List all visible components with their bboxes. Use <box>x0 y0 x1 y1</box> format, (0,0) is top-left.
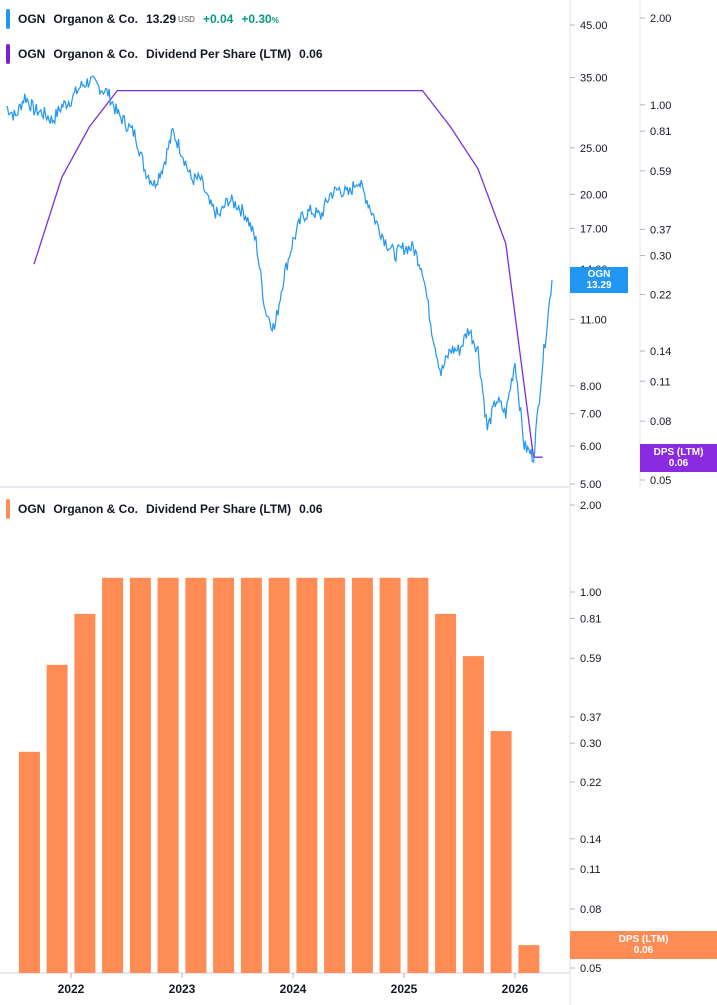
dps-bar <box>462 656 484 973</box>
dps-bar <box>490 731 512 973</box>
dps-tick-label: 0.37 <box>650 224 671 236</box>
price-tick-label: 8.00 <box>580 381 601 393</box>
price-tick-label: 11.00 <box>580 314 607 326</box>
dps-bar-swatch <box>6 499 10 519</box>
legend-ticker: OGN <box>18 47 46 61</box>
dps-bar <box>129 577 151 973</box>
legend-metric: Dividend Per Share (LTM) <box>146 502 292 516</box>
price-legend[interactable]: OGN Organon & Co. 13.29 USD +0.04 +0.30% <box>6 6 293 32</box>
dps-bar <box>240 577 262 973</box>
bar-axis-tick-label: 2.00 <box>580 500 601 512</box>
dps-tick-label: 0.05 <box>650 475 671 487</box>
dps-tick-label: 1.00 <box>650 100 671 112</box>
price-tick-label: 7.00 <box>580 409 601 421</box>
price-tick-label: 17.00 <box>580 223 608 235</box>
price-tick-label: 25.00 <box>580 143 608 155</box>
legend-company-name: Organon & Co. <box>53 12 139 26</box>
price-tick-label: 35.00 <box>580 72 608 84</box>
legend-change: +0.04 <box>202 12 234 26</box>
dps-tick-label: 0.59 <box>650 166 671 178</box>
dps-line <box>33 89 543 458</box>
dps-bar <box>351 577 373 973</box>
bar-axis-tick-label: 1.00 <box>580 587 601 599</box>
dps-bar <box>296 577 318 973</box>
price-line <box>6 75 553 464</box>
dps-tick-label: 0.08 <box>650 416 671 428</box>
dps-last-value-tag-top: DPS (LTM) 0.06 <box>640 444 717 472</box>
bar-axis-tick-label: 0.81 <box>580 613 601 625</box>
time-tick-label: 2025 <box>391 982 418 996</box>
bar-axis-tick-label: 0.08 <box>580 904 601 916</box>
bar-axis-tick-label: 0.14 <box>580 834 601 846</box>
time-tick-label: 2023 <box>169 982 196 996</box>
dps-tick-label: 2.00 <box>650 13 671 25</box>
dps-bar <box>74 613 96 973</box>
bar-axis-tick-label: 0.59 <box>580 653 601 665</box>
dps-legend-top[interactable]: OGN Organon & Co. Dividend Per Share (LT… <box>6 41 337 67</box>
dps-bar <box>18 751 40 973</box>
time-tick-label: 2024 <box>280 982 307 996</box>
dps-bar <box>157 577 179 973</box>
dps-bar <box>324 577 346 973</box>
dps-bar <box>213 577 235 973</box>
bar-axis-tick-label: 0.37 <box>580 712 601 724</box>
dps-bar <box>268 577 290 973</box>
dps-tick-label: 0.11 <box>650 376 671 388</box>
legend-company-name: Organon & Co. <box>53 502 139 516</box>
legend-metric: Dividend Per Share (LTM) <box>146 47 292 61</box>
time-tick-label: 2026 <box>502 982 529 996</box>
bar-axis-tick-label: 0.30 <box>580 738 601 750</box>
dps-bar <box>185 577 207 973</box>
bar-axis-tick-label: 0.11 <box>580 864 601 876</box>
dps-bar <box>518 945 540 973</box>
price-last-value-tag: OGN 13.29 <box>570 267 628 293</box>
dps-legend-bottom[interactable]: OGN Organon & Co. Dividend Per Share (LT… <box>6 496 337 522</box>
dps-last-value-tag-bottom: DPS (LTM) 0.06 <box>570 931 717 959</box>
dps-bar <box>435 613 457 973</box>
legend-price: 13.29 <box>146 12 177 26</box>
dps-bar <box>379 577 401 973</box>
legend-ticker: OGN <box>18 12 46 26</box>
time-tick-label: 2022 <box>58 982 85 996</box>
legend-change-pct: +0.30% <box>241 12 279 26</box>
price-tick-label: 45.00 <box>580 20 608 32</box>
dps-tick-label: 0.81 <box>650 126 671 138</box>
price-tick-label: 20.00 <box>580 189 608 201</box>
legend-currency: USD <box>178 14 195 24</box>
dps-bar <box>407 577 429 973</box>
dps-bar <box>46 664 68 973</box>
price-series-swatch <box>6 9 10 29</box>
dps-series-swatch <box>6 44 10 64</box>
legend-company-name: Organon & Co. <box>53 47 139 61</box>
dps-tick-label: 0.14 <box>650 346 671 358</box>
dps-bar <box>102 577 124 973</box>
price-tick-label: 6.00 <box>580 441 601 453</box>
bar-axis-tick-label: 0.05 <box>580 963 601 975</box>
bar-axis-tick-label: 0.22 <box>580 777 601 789</box>
price-tick-label: 5.00 <box>580 479 601 491</box>
dps-tick-label: 0.30 <box>650 251 671 263</box>
legend-value: 0.06 <box>299 502 323 516</box>
dps-tick-label: 0.22 <box>650 289 671 301</box>
legend-ticker: OGN <box>18 502 46 516</box>
legend-value: 0.06 <box>299 47 323 61</box>
